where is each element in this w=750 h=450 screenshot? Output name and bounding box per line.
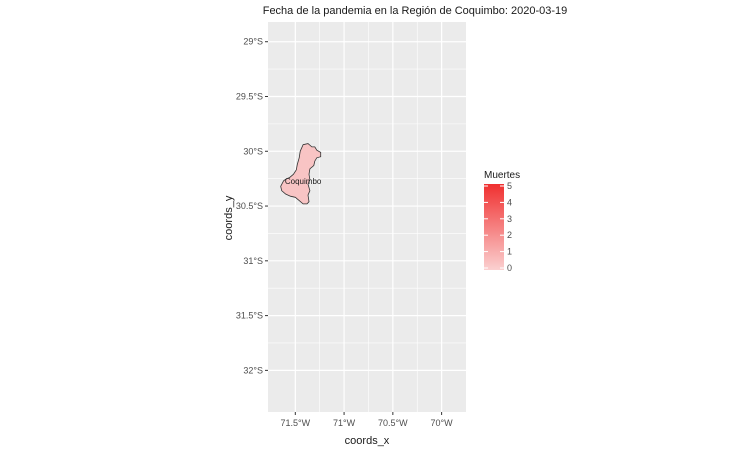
map-title: Fecha de la pandemia en la Región de Coq… — [263, 5, 568, 17]
legend-ticks: 5 4 3 2 1 0 — [484, 181, 512, 273]
y-axis-ticks: 29°S 29.5°S 30°S 30.5°S 31°S 31.5°S 32°S — [236, 37, 268, 375]
legend-label: 0 — [507, 263, 512, 273]
legend-label: 3 — [507, 214, 512, 224]
y-tick-label: 31.5°S — [236, 311, 263, 321]
legend-colorbar — [484, 184, 504, 270]
y-tick-label: 30°S — [243, 146, 263, 156]
legend-label: 2 — [507, 230, 512, 240]
legend-label: 4 — [507, 197, 512, 207]
x-axis-title: coords_x — [345, 435, 390, 447]
region-polygon-coquimbo[interactable] — [280, 143, 322, 205]
x-tick-label: 71.5°W — [280, 418, 310, 428]
region-label-coquimbo: Coquimbo — [285, 177, 322, 186]
y-tick-label: 30.5°S — [236, 201, 263, 211]
x-tick-label: 70°W — [431, 418, 454, 428]
legend: Muertes 5 4 3 2 1 0 — [484, 170, 520, 273]
y-tick-label: 32°S — [243, 365, 263, 375]
legend-label: 1 — [507, 247, 512, 257]
legend-title: Muertes — [484, 170, 520, 181]
y-axis-title: coords_y — [223, 195, 235, 240]
x-tick-label: 70.5°W — [378, 418, 408, 428]
y-tick-label: 29.5°S — [236, 91, 263, 101]
y-tick-label: 31°S — [243, 256, 263, 266]
legend-label: 5 — [507, 181, 512, 191]
x-axis-ticks: 71.5°W 71°W 70.5°W 70°W — [280, 412, 453, 428]
y-tick-label: 29°S — [243, 37, 263, 47]
map-panel — [268, 22, 466, 412]
x-tick-label: 71°W — [333, 418, 356, 428]
